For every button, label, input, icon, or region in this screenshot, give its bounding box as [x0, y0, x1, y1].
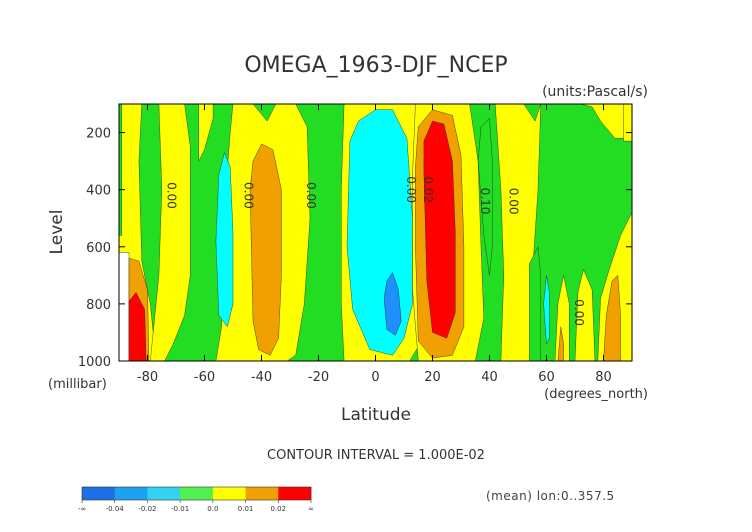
chart-title: OMEGA_1963-DJF_NCEP: [244, 53, 507, 78]
contour-label: 0.00: [572, 299, 586, 326]
orange-lat-40: [249, 143, 282, 356]
x-units-label: (degrees_north): [544, 387, 648, 402]
green-notch-lat-52: [523, 104, 542, 122]
contour-label: 0.00: [164, 182, 178, 209]
contour-labels: 0.00 0.00 0.00 0.00 0.02 0.10 0.000.00: [164, 176, 586, 326]
x-tick-label: 20: [424, 370, 441, 385]
orange-lat-82: [603, 274, 621, 361]
y-tick-label: 200: [86, 127, 111, 142]
color-bar-label: -0.04: [106, 505, 125, 513]
color-bar-label: -0.01: [171, 505, 189, 513]
contour-label: 0.00: [304, 182, 318, 209]
contour-label: 0.10: [478, 188, 492, 215]
color-bar-label: 0.02: [270, 505, 286, 513]
color-bar-swatch: [212, 487, 246, 500]
x-tick-label: 0: [371, 370, 379, 385]
yellow-band-lat-60-strip: [198, 104, 214, 162]
x-tick-label: -40: [251, 370, 272, 385]
y-tick-label: 600: [86, 241, 111, 256]
cyan-lat-52: [215, 151, 234, 328]
x-tick-label: 40: [481, 370, 498, 385]
color-bar-frame: [81, 486, 312, 501]
color-bar-swatch: [82, 487, 116, 500]
yellow-lat-90-top: [623, 104, 632, 142]
plot-area: 0.00 0.00 0.00 0.00 0.02 0.10 0.000.00 -80 -60-…: [78, 103, 633, 385]
red-south-pole: [128, 292, 147, 361]
green-lat-55-lower: [529, 246, 541, 361]
y-tick-label: 800: [86, 298, 111, 313]
units-label: (units:Pascal/s): [542, 84, 648, 100]
orange-lat-64: [557, 326, 564, 361]
y-axis-label: Level: [47, 210, 67, 255]
yellow-lat-72: [580, 104, 632, 139]
color-bar-swatch: [245, 487, 279, 500]
color-bar: -∞ -0.04 -0.02 -0.01 0.0 0.01 0.02 ∞: [78, 486, 314, 513]
green-band-south-pole: [119, 104, 122, 236]
contour-label: 0.00: [404, 176, 418, 203]
x-axis-label: Latitude: [341, 405, 411, 425]
green-strip-lat-38: [477, 117, 493, 276]
contour-label: 0.00: [241, 182, 255, 209]
color-bar-label: 0.01: [238, 505, 254, 513]
contour-interval-label: CONTOUR INTERVAL = 1.000E-02: [267, 448, 485, 463]
color-bar-label: ∞: [308, 505, 314, 513]
color-bar-swatch: [147, 487, 181, 500]
red-lat-22: [423, 120, 456, 339]
contour-label: 0.02: [421, 176, 435, 203]
x-axis: -80 -60 -40 -20 0 20 40 60 80: [137, 104, 612, 385]
x-tick-label: -20: [308, 370, 329, 385]
x-tick-label: 80: [595, 370, 612, 385]
y-units-label: (millibar): [48, 377, 107, 392]
color-bar-label: -∞: [78, 505, 86, 513]
y-tick-label: 1000: [78, 355, 111, 370]
cyan-lat-58: [543, 275, 550, 345]
color-bar-swatch: [114, 487, 148, 500]
color-bar-label: 0.0: [207, 505, 218, 513]
x-tick-label: 60: [538, 370, 555, 385]
color-bar-label: -0.02: [138, 505, 156, 513]
white-missing-south-pole: [119, 252, 130, 361]
cyan-lat-0: [346, 109, 413, 356]
yellow-lat-72-lower: [574, 268, 596, 361]
x-tick-label: -60: [194, 370, 215, 385]
yellow-band-lat-70: [150, 104, 191, 361]
x-tick-label: -80: [137, 370, 158, 385]
contour-label: 0.00: [506, 188, 520, 215]
y-axis: 200 400 600 800 1000: [78, 127, 632, 370]
color-bar-swatch: [278, 487, 312, 500]
blue-lat-6: [383, 272, 402, 336]
yellow-lat-60: [554, 275, 570, 361]
green-notch-lat-35: [252, 104, 277, 122]
footer-note: (mean) lon:0..357.5: [486, 489, 615, 503]
contour-fills: [119, 104, 632, 361]
color-bar-swatch: [180, 487, 214, 500]
y-tick-label: 400: [86, 184, 111, 199]
